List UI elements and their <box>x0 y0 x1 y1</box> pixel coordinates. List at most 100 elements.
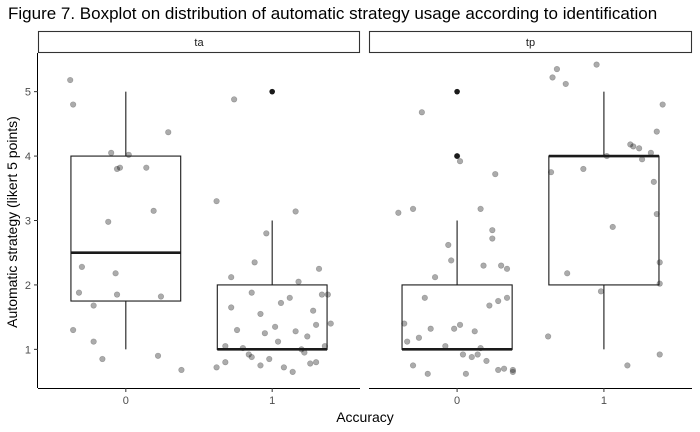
jitter-point <box>113 165 121 173</box>
x-tick-label: 1 <box>269 395 275 407</box>
box-iqr <box>216 284 328 350</box>
facet-strips: ta tp <box>37 30 693 54</box>
box-iqr <box>70 155 182 302</box>
jitter-point <box>90 302 97 309</box>
y-tick-label: 2 <box>25 280 31 292</box>
jitter-point <box>474 351 481 358</box>
jitter-point <box>562 80 569 88</box>
jitter-point <box>500 365 508 372</box>
facet-strip-tp <box>368 30 693 54</box>
y-axis-title: Automatic strategy (likert 5 points) <box>4 116 20 328</box>
jitter-point <box>477 205 484 213</box>
jitter-point <box>409 362 417 369</box>
jitter-point <box>251 259 258 266</box>
jitter-point <box>597 288 605 295</box>
jitter-point <box>395 209 402 216</box>
jitter-point <box>248 353 255 361</box>
jitter-point <box>233 326 241 334</box>
y-tick-label: 5 <box>25 87 31 99</box>
jitter-point <box>99 355 106 363</box>
jitter-point <box>656 280 663 287</box>
jitter-point <box>78 263 86 270</box>
jitter-point <box>564 270 571 277</box>
jitter-point <box>315 265 323 272</box>
jitter-point <box>650 178 657 185</box>
jitter-point <box>609 223 616 231</box>
jitter-point <box>143 164 150 171</box>
jitter-point <box>248 289 255 296</box>
jitter-point <box>503 265 511 272</box>
jitter-point <box>257 362 264 369</box>
jitter-point <box>286 294 293 301</box>
jitter-point <box>165 129 172 136</box>
jitter-point <box>456 158 464 165</box>
jitter-point <box>228 304 235 311</box>
jitter-point <box>409 205 417 213</box>
jitter-point <box>116 164 124 171</box>
jitter-point <box>656 351 663 358</box>
jitter-point <box>549 74 556 81</box>
jitter-point <box>277 299 285 307</box>
jitter-point <box>280 364 287 371</box>
y-tick-label: 1 <box>25 344 31 356</box>
jitter-point <box>492 171 499 178</box>
jitter-point <box>272 323 279 330</box>
jitter-point <box>418 109 425 116</box>
jitter-point <box>228 274 235 281</box>
jitter-point <box>310 307 317 314</box>
facet-strip-ta <box>37 30 361 54</box>
jitter-point <box>509 368 516 375</box>
jitter-point <box>545 333 552 340</box>
jitter-point <box>266 355 273 363</box>
jitter-point <box>231 96 238 103</box>
jitter-point <box>324 291 331 298</box>
jitter-point <box>312 359 320 366</box>
jitter-point <box>178 366 185 374</box>
jitter-point <box>468 353 475 361</box>
figure-title: Figure 7. Boxplot on distribution of aut… <box>8 4 658 23</box>
jitter-point <box>67 76 74 84</box>
jitter-point <box>125 151 132 158</box>
jitter-point <box>263 230 270 237</box>
jitter-point <box>509 366 516 374</box>
jitter-point <box>580 165 587 173</box>
outlier-point <box>454 153 460 159</box>
jitter-point <box>295 278 302 285</box>
y-tick-label: 4 <box>25 151 31 163</box>
jitter-point <box>636 145 643 152</box>
jitter-point <box>415 334 423 341</box>
jitter-point <box>462 370 470 377</box>
jitter-point <box>480 262 487 269</box>
jitter-point <box>489 235 496 242</box>
jitter-point <box>547 169 555 176</box>
jitter-point <box>424 370 431 377</box>
jitter-point <box>90 338 97 345</box>
jitter-point <box>75 289 83 296</box>
jitter-point <box>261 330 268 337</box>
jitter-point <box>483 357 490 365</box>
jitter-points <box>67 61 666 377</box>
jitter-point <box>653 210 660 218</box>
jitter-point <box>593 61 600 68</box>
jitter-point <box>327 320 334 327</box>
jitter-point <box>213 364 220 371</box>
jitter-point <box>630 143 637 150</box>
jitter-point <box>307 360 314 367</box>
jitter-point <box>486 302 493 309</box>
x-tick-label: 0 <box>123 395 129 407</box>
box-iqr <box>548 155 660 286</box>
jitter-point <box>659 101 666 108</box>
jitter-point <box>292 208 299 215</box>
x-tick-label: 1 <box>601 395 607 407</box>
jitter-point <box>445 241 452 249</box>
jitter-point <box>656 259 663 266</box>
jitter-point <box>70 101 77 108</box>
jitter-point <box>304 333 311 340</box>
facet-label-ta: ta <box>194 37 204 49</box>
jitter-point <box>471 328 478 335</box>
jitter-point <box>113 291 121 298</box>
y-tick-label: 3 <box>25 216 31 228</box>
outlier-point <box>454 88 460 95</box>
